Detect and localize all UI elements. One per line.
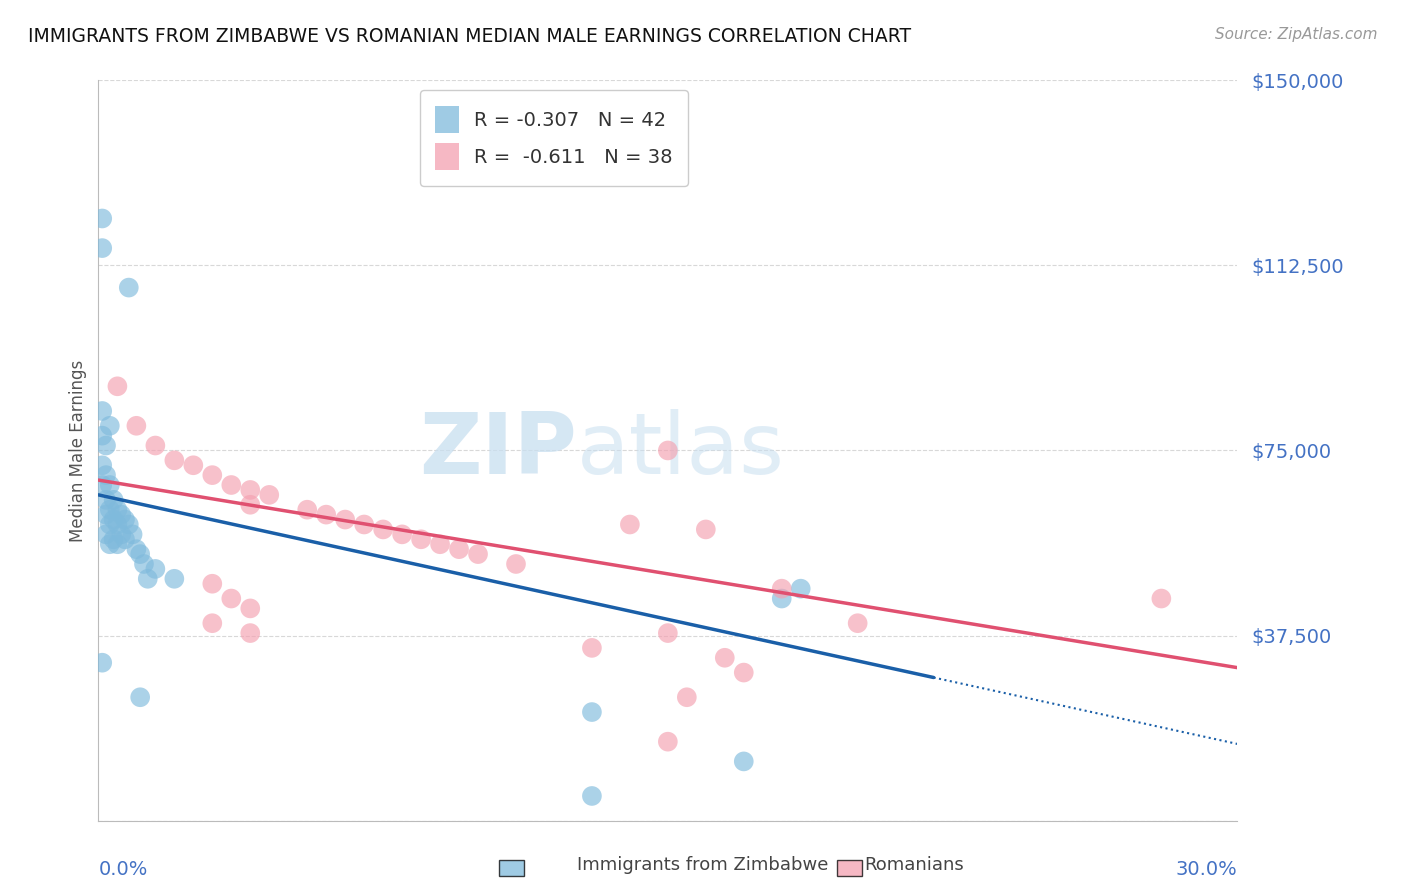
Point	[239, 498, 262, 512]
Point	[110, 508, 132, 522]
Point	[94, 468, 117, 483]
Point	[297, 502, 319, 516]
Point	[103, 492, 125, 507]
Text: 0.0%: 0.0%	[98, 860, 148, 879]
Point	[98, 537, 121, 551]
Point	[391, 527, 413, 541]
Point	[695, 523, 717, 537]
Point	[125, 542, 148, 557]
Point	[129, 547, 152, 561]
Point	[91, 428, 114, 442]
Point	[183, 458, 205, 473]
Point	[581, 705, 603, 719]
Point	[129, 690, 152, 705]
Point	[657, 443, 679, 458]
Point	[121, 527, 143, 541]
Point	[107, 517, 129, 532]
Point	[114, 512, 136, 526]
Point	[132, 557, 155, 571]
Point	[201, 616, 224, 631]
Point	[505, 557, 527, 571]
Point	[657, 734, 679, 748]
Point	[449, 542, 471, 557]
Point	[581, 789, 603, 803]
Point	[114, 533, 136, 547]
Point	[467, 547, 489, 561]
Point	[145, 562, 167, 576]
Point	[619, 517, 641, 532]
Point	[91, 211, 114, 226]
Point	[163, 453, 186, 467]
Point	[136, 572, 159, 586]
Point	[91, 478, 114, 492]
Point	[110, 527, 132, 541]
Point	[239, 626, 262, 640]
Point	[239, 601, 262, 615]
Point	[91, 458, 114, 473]
Point	[221, 478, 243, 492]
Point	[770, 582, 793, 596]
Point	[98, 517, 121, 532]
Point	[125, 418, 148, 433]
Point	[259, 488, 281, 502]
Text: ZIP: ZIP	[419, 409, 576, 492]
Point	[107, 379, 129, 393]
Point	[733, 665, 755, 680]
Text: Romanians: Romanians	[865, 856, 963, 874]
Point	[107, 537, 129, 551]
Point	[239, 483, 262, 497]
Point	[118, 280, 141, 294]
Point	[221, 591, 243, 606]
Point	[145, 438, 167, 452]
Point	[353, 517, 375, 532]
Point	[94, 492, 117, 507]
Point	[676, 690, 699, 705]
Point	[581, 640, 603, 655]
Point	[790, 582, 813, 596]
Text: IMMIGRANTS FROM ZIMBABWE VS ROMANIAN MEDIAN MALE EARNINGS CORRELATION CHART: IMMIGRANTS FROM ZIMBABWE VS ROMANIAN MED…	[28, 27, 911, 45]
Point	[94, 508, 117, 522]
Point	[315, 508, 337, 522]
Text: 30.0%: 30.0%	[1175, 860, 1237, 879]
Point	[733, 755, 755, 769]
Point	[163, 572, 186, 586]
Point	[118, 517, 141, 532]
Point	[657, 626, 679, 640]
Point	[429, 537, 451, 551]
Point	[94, 438, 117, 452]
Point	[371, 523, 394, 537]
Text: atlas: atlas	[576, 409, 785, 492]
Point	[846, 616, 869, 631]
Point	[98, 418, 121, 433]
Legend: R = -0.307   N = 42, R =  -0.611   N = 38: R = -0.307 N = 42, R = -0.611 N = 38	[420, 90, 688, 186]
Point	[91, 656, 114, 670]
Point	[103, 512, 125, 526]
Point	[103, 533, 125, 547]
Text: Source: ZipAtlas.com: Source: ZipAtlas.com	[1215, 27, 1378, 42]
Y-axis label: Median Male Earnings: Median Male Earnings	[69, 359, 87, 541]
Point	[91, 404, 114, 418]
Point	[91, 241, 114, 255]
Point	[335, 512, 357, 526]
Point	[94, 527, 117, 541]
Point	[1150, 591, 1173, 606]
Point	[98, 502, 121, 516]
Point	[770, 591, 793, 606]
Point	[714, 650, 737, 665]
Text: Immigrants from Zimbabwe: Immigrants from Zimbabwe	[578, 856, 828, 874]
Point	[98, 478, 121, 492]
Point	[201, 576, 224, 591]
Point	[411, 533, 433, 547]
Point	[201, 468, 224, 483]
Point	[107, 502, 129, 516]
